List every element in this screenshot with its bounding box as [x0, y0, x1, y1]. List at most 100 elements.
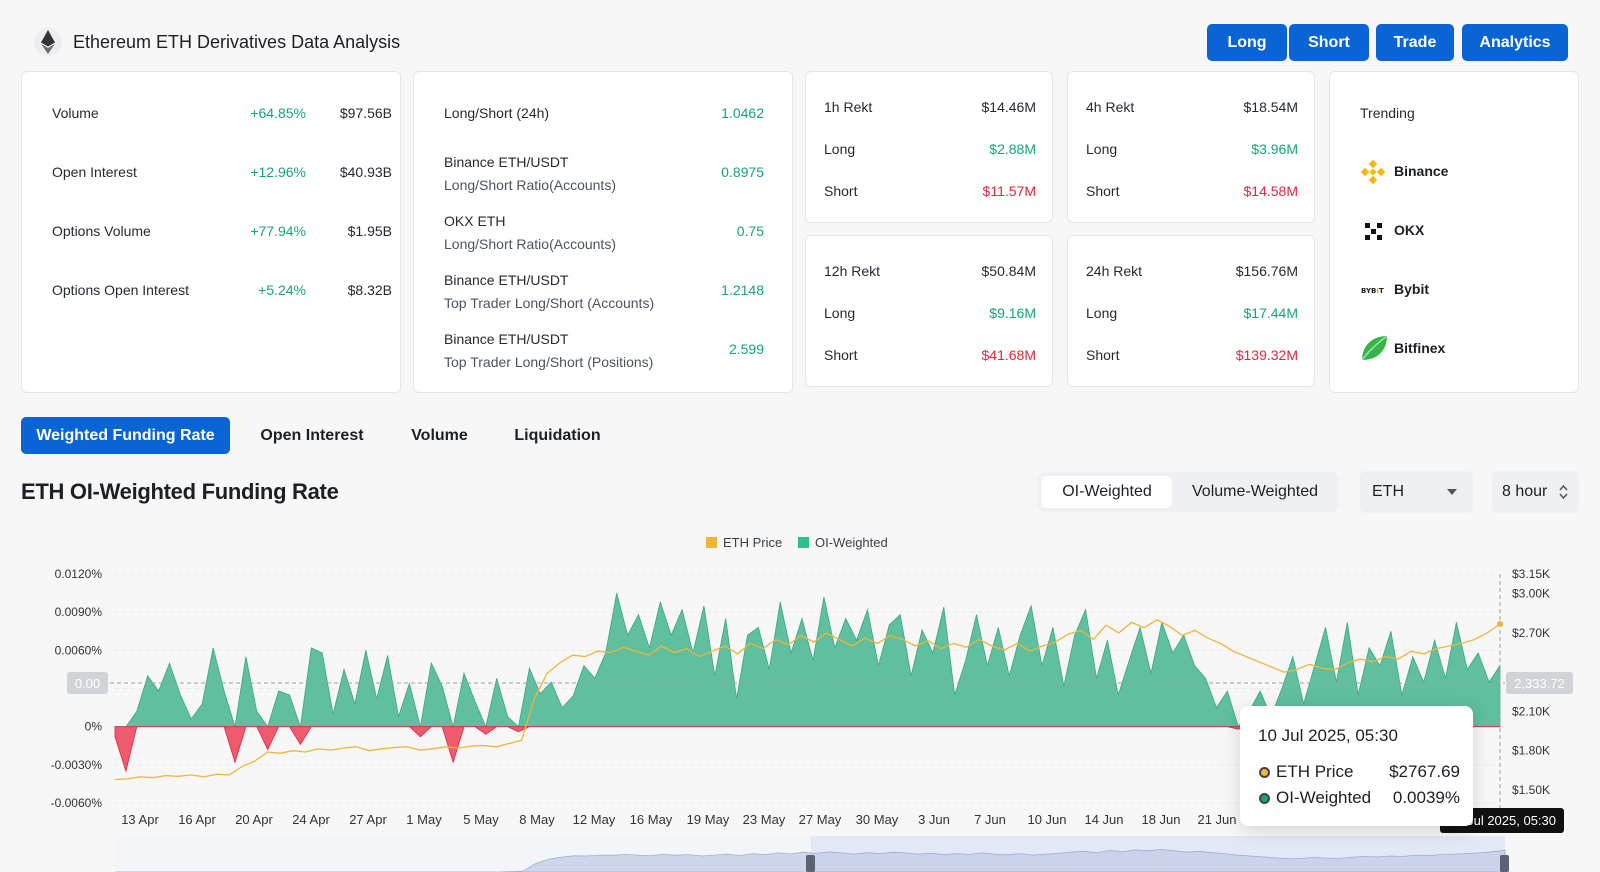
oi-weighted-option[interactable]: OI-Weighted [1042, 476, 1172, 508]
x-tick-label: 18 Jun [1141, 812, 1180, 827]
trending-item-label: Bybit [1394, 281, 1429, 297]
overview-value: $97.56B [339, 105, 392, 121]
rekt-1h-card: 1h Rekt $14.46M Long $2.88M Short $11.57… [805, 71, 1053, 223]
ratio-sublabel: Long/Short Ratio(Accounts) [444, 177, 616, 193]
rekt-short-value: $11.57M [982, 183, 1036, 199]
overview-change: +77.94% [250, 223, 306, 239]
trending-item-bitfinex[interactable]: Bitfinex [1360, 334, 1540, 364]
ethereum-logo-icon [34, 28, 62, 56]
tooltip-label: OI-Weighted [1276, 788, 1372, 807]
x-tick-label: 24 Apr [292, 812, 330, 827]
tooltip-value: $2767.69 [1389, 762, 1460, 781]
short-button[interactable]: Short [1289, 24, 1369, 61]
tooltip-dot-oi [1259, 793, 1270, 804]
trending-item-okx[interactable]: OKX [1360, 217, 1540, 245]
interval-select-value: 8 hour [1502, 483, 1548, 500]
page-title: Ethereum ETH Derivatives Data Analysis [73, 32, 401, 52]
y-right-tick-label: $3.00K [1512, 587, 1550, 601]
x-tick-label: 1 May [406, 812, 442, 827]
chevron-up-down-icon [1559, 484, 1568, 500]
ratio-value: 0.75 [736, 223, 764, 239]
tooltip-value: 0.0039% [1392, 788, 1460, 807]
crosshair-left-label: 0.00 [67, 672, 108, 694]
rekt-24h-card: 24h Rekt $156.76M Long $17.44M Short $13… [1067, 235, 1315, 387]
crosshair-point [1497, 621, 1503, 627]
x-tick-label: 27 Apr [349, 812, 387, 827]
legend-eth-price[interactable]: ETH Price [706, 535, 782, 550]
rekt-long-label: Long [824, 141, 856, 157]
trade-button[interactable]: Trade [1376, 24, 1454, 61]
ratio-label: Binance ETH/USDT [444, 154, 569, 170]
rekt-total: $18.54M [1243, 99, 1298, 115]
trending-item-label: Binance [1394, 163, 1449, 179]
x-tick-label: 12 May [573, 812, 616, 827]
chart-tooltip: 10 Jul 2025, 05:30 ETH Price $2767.69 OI… [1240, 706, 1473, 826]
ratio-sublabel: Top Trader Long/Short (Accounts) [444, 295, 655, 311]
long-button[interactable]: Long [1207, 24, 1287, 61]
binance-icon [1360, 159, 1386, 185]
bybit-icon: BYBIT [1361, 287, 1384, 295]
legend-label: ETH Price [723, 535, 783, 550]
rekt-short-label: Short [1086, 347, 1120, 363]
okx-icon [1365, 223, 1382, 240]
x-tick-label: 10 Jun [1027, 812, 1066, 827]
navigator-left-handle [806, 855, 815, 872]
legend-label: OI-Weighted [815, 535, 888, 550]
rekt-short-value: $14.58M [1243, 183, 1298, 199]
long-short-ratio-card: Long/Short (24h) 1.0462 Binance ETH/USDT… [413, 71, 793, 393]
svg-text:BYBIT: BYBIT [1361, 287, 1384, 295]
coin-select-value: ETH [1372, 483, 1404, 500]
analytics-button[interactable]: Analytics [1462, 24, 1568, 61]
rekt-long-label: Long [1086, 305, 1118, 321]
overview-label: Options Open Interest [52, 282, 189, 298]
rekt-12h-card: 12h Rekt $50.84M Long $9.16M Short $41.6… [805, 235, 1053, 387]
volume-weighted-option[interactable]: Volume-Weighted [1192, 483, 1318, 500]
overview-label: Volume [52, 105, 99, 121]
trending-item-bybit[interactable]: BYBIT Bybit [1360, 276, 1540, 304]
trending-title: Trending [1360, 105, 1415, 121]
coin-select[interactable]: ETH [1360, 471, 1473, 513]
tab-open-interest[interactable]: Open Interest [260, 426, 364, 444]
top-bar: Ethereum ETH Derivatives Data Analysis L… [0, 0, 1600, 70]
tab-weighted-funding-rate[interactable]: Weighted Funding Rate [21, 417, 230, 454]
trending-item-binance[interactable]: Binance [1360, 158, 1540, 186]
trending-item-label: OKX [1394, 222, 1425, 238]
x-tick-label: 19 May [687, 812, 730, 827]
interval-select[interactable]: 8 hour [1492, 471, 1579, 513]
y-right-tick-label: $1.80K [1512, 744, 1550, 758]
rekt-short-value: $139.32M [1235, 347, 1298, 363]
x-tick-label: 8 May [519, 812, 555, 827]
tooltip-label: ETH Price [1276, 762, 1354, 781]
trending-card: Trending Binance OKX BYBIT Bybit [1329, 71, 1579, 393]
rekt-long-value: $9.16M [989, 305, 1036, 321]
overview-value: $40.93B [339, 164, 392, 180]
ratio-value: 2.599 [728, 341, 764, 357]
rekt-title: 12h Rekt [824, 263, 881, 279]
y-left-tick-label: 0% [85, 720, 103, 734]
x-tick-label: 21 Jun [1197, 812, 1236, 827]
overview-change: +64.85% [250, 105, 306, 121]
tab-liquidation[interactable]: Liquidation [514, 426, 601, 444]
rekt-long-label: Long [824, 305, 856, 321]
rekt-long-value: $2.88M [989, 141, 1036, 157]
tab-volume[interactable]: Volume [411, 426, 468, 444]
rekt-title: 4h Rekt [1086, 99, 1135, 115]
y-left-tick-label: 0.0090% [55, 605, 103, 619]
y-left-tick-label: 0.0120% [55, 567, 103, 581]
ratio-label: Long/Short (24h) [444, 105, 550, 121]
y-right-tick-label: $2.10K [1512, 704, 1550, 718]
x-tick-label: 23 May [743, 812, 786, 827]
rekt-long-label: Long [1086, 141, 1118, 157]
rekt-total: $14.46M [981, 99, 1036, 115]
tooltip-date: 10 Jul 2025, 05:30 [1258, 726, 1398, 745]
y-right-tick-label: $1.50K [1512, 783, 1550, 797]
legend-oi-weighted[interactable]: OI-Weighted [798, 535, 888, 550]
rekt-short-label: Short [1086, 183, 1120, 199]
bitfinex-icon [1361, 335, 1388, 361]
legend-swatch [706, 537, 717, 548]
rekt-total: $156.76M [1235, 263, 1298, 279]
tooltip-dot-price [1259, 767, 1270, 778]
y-right-tick-label: $3.15K [1512, 567, 1550, 581]
x-tick-label: 14 Jun [1084, 812, 1123, 827]
overview-change: +5.24% [258, 282, 306, 298]
